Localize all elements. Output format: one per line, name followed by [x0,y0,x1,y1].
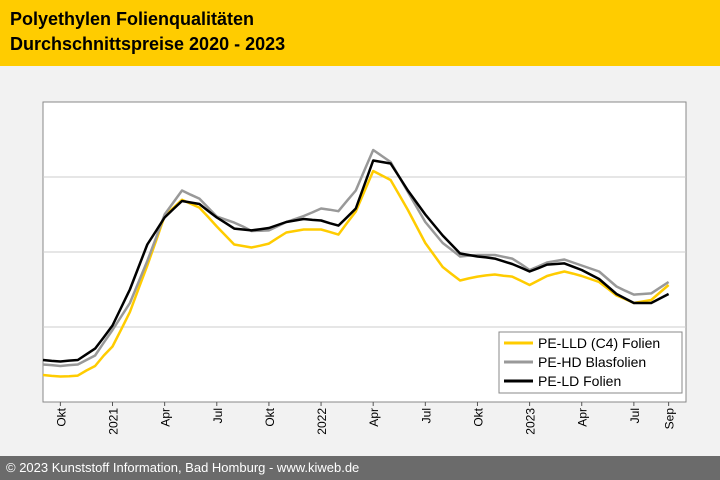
legend-label-2: PE-HD Blasfolien [538,354,646,370]
copyright-text: © 2023 Kunststoff Information, Bad Hombu… [6,460,360,475]
x-tick-label-8: Jul [419,408,433,423]
series-line-1 [42,169,670,378]
x-tick-label-7: Apr [367,408,381,427]
x-tick-label-1: Okt [54,407,68,426]
x-tick-label-11: Apr [576,408,590,427]
x-tick-label-9: Okt [471,407,485,426]
x-tick-label-6: 2022 [315,408,329,435]
series-line-2 [42,148,670,368]
x-tick-label-10: 2023 [524,408,538,435]
footer-bar: © 2023 Kunststoff Information, Bad Hombu… [0,456,720,480]
chart-area: Okt 2021 Apr Jul Okt 2022 Apr Jul Okt 2023 Apr Jul S… [0,66,720,456]
line-chart: Okt 2021 Apr Jul Okt 2022 Apr Jul Okt 2023 Apr Jul S… [42,101,687,435]
x-tick-label-3: Apr [159,408,173,427]
chart-title-line2: Durchschnittspreise 2020 - 2023 [10,34,286,54]
header-banner: Polyethylen Folienqualitäten Durchschnit… [0,0,720,66]
x-tick-label-5: Okt [263,407,277,426]
legend-label-1: PE-LLD (C4) Folien [538,335,660,351]
x-tick-label-4: Jul [211,408,225,423]
x-tick-label-2: 2021 [107,408,121,435]
chart-title-line1: Polyethylen Folienqualitäten [10,9,255,29]
legend-label-3: PE-LD Folien [538,373,621,389]
series-line-3 [42,159,670,363]
x-tick-label-12: Jul [628,408,642,423]
x-tick-label-13: Sep [663,408,677,430]
